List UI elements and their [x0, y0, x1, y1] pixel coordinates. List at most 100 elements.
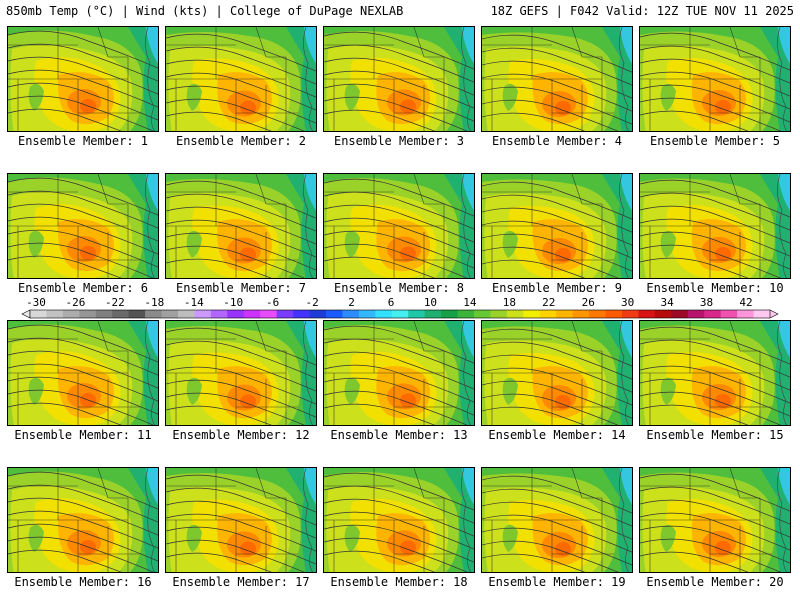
state-boundaries: [324, 27, 456, 131]
coastline: [777, 468, 787, 572]
temperature-field: [482, 27, 632, 131]
ensemble-member-label: Ensemble Member: 14: [488, 428, 626, 442]
coastline: [777, 27, 787, 131]
colorbar-swatch: [704, 310, 722, 318]
coastline: [777, 174, 787, 278]
ensemble-member-label: Ensemble Member: 17: [172, 575, 310, 589]
colorbar-swatch: [194, 310, 212, 318]
isotherm-contours: [640, 473, 790, 572]
temperature-field: [324, 468, 474, 572]
ensemble-member-panel: [165, 173, 317, 279]
ensemble-member-label: Ensemble Member: 10: [646, 281, 784, 295]
ensemble-member-panel: [323, 467, 475, 573]
member-map: [482, 321, 632, 425]
colorbar-swatch: [375, 310, 393, 318]
temperature-field: [640, 27, 790, 131]
member-map: [8, 174, 158, 278]
ensemble-member-label: Ensemble Member: 4: [491, 134, 623, 148]
ensemble-member-panel: [639, 173, 791, 279]
temperature-field: [8, 468, 158, 572]
coastline: [145, 27, 155, 131]
isotherm-contours: [8, 324, 158, 425]
colorbar-swatch: [539, 310, 557, 318]
colorbar-swatch: [95, 310, 113, 318]
colorbar-swatch: [128, 310, 146, 318]
isotherm-contours: [324, 472, 474, 572]
colorbar-swatch: [687, 310, 705, 318]
isotherm-contours: [640, 326, 790, 425]
isotherm-contours: [166, 180, 316, 278]
member-map: [324, 321, 474, 425]
colorbar-swatch: [112, 310, 130, 318]
state-boundaries: [640, 468, 772, 572]
member-map: [8, 468, 158, 572]
colorbar-swatch: [30, 310, 47, 318]
colorbar-tick-label: -26: [66, 296, 86, 309]
colorbar-swatch: [523, 310, 541, 318]
state-boundaries: [324, 468, 456, 572]
temperature-field: [8, 321, 158, 425]
ensemble-member-label: Ensemble Member: 1: [17, 134, 149, 148]
colorbar-tick-label: -22: [105, 296, 125, 309]
colorbar-tick-label: 14: [463, 296, 477, 309]
member-map: [640, 468, 790, 572]
isotherm-contours: [482, 328, 632, 425]
colorbar-tick-label: -14: [184, 296, 204, 309]
colorbar-swatch: [753, 310, 771, 318]
temperature-field: [8, 27, 158, 131]
colorbar-tick-label: 26: [582, 296, 595, 309]
coastline: [303, 174, 313, 278]
ensemble-member-label: Ensemble Member: 9: [491, 281, 623, 295]
coastline: [303, 27, 313, 131]
colorbar-swatch: [457, 310, 475, 318]
ensemble-member-label: Ensemble Member: 19: [488, 575, 626, 589]
colorbar-swatch: [720, 310, 738, 318]
temperature-field: [166, 468, 316, 572]
ensemble-member-panel: [7, 173, 159, 279]
colorbar-swatch: [243, 310, 261, 318]
colorbar-tick-label: 22: [542, 296, 555, 309]
isotherm-contours: [324, 325, 474, 425]
colorbar-swatch: [638, 310, 656, 318]
isotherm-contours: [166, 474, 316, 572]
coastline: [461, 27, 471, 131]
ensemble-member-panel: [481, 320, 633, 426]
ensemble-member-panel: [165, 320, 317, 426]
colorbar-tick-label: 18: [503, 296, 516, 309]
coastline: [145, 174, 155, 278]
colorbar-swatch: [276, 310, 294, 318]
ensemble-member-label: Ensemble Member: 11: [14, 428, 152, 442]
ensemble-member-panel: [639, 26, 791, 132]
member-map: [640, 27, 790, 131]
ensemble-member-panel: [165, 26, 317, 132]
ensemble-member-label: Ensemble Member: 8: [333, 281, 465, 295]
colorbar-swatch: [342, 310, 360, 318]
colorbar-swatch: [46, 310, 64, 318]
colorbar-swatch: [589, 310, 606, 318]
colorbar-swatch: [227, 310, 245, 318]
colorbar-tick-label: 2: [348, 296, 355, 309]
colorbar-left-arrow: [21, 309, 31, 319]
member-map: [166, 27, 316, 131]
isotherm-contours: [166, 33, 316, 131]
colorbar-swatch: [737, 310, 754, 318]
ensemble-member-panel: [165, 467, 317, 573]
colorbar-swatch: [260, 310, 278, 318]
colorbar-swatch: [654, 310, 672, 318]
member-map: [324, 27, 474, 131]
colorbar-swatch: [506, 310, 524, 318]
member-map: [8, 27, 158, 131]
colorbar-swatch: [556, 310, 574, 318]
isotherm-contours: [166, 327, 316, 425]
colorbar-swatch: [391, 310, 409, 318]
temperature-field: [482, 321, 632, 425]
temperature-field: [482, 468, 632, 572]
state-boundaries: [640, 321, 772, 425]
colorbar-swatch: [474, 310, 491, 318]
state-boundaries: [640, 174, 772, 278]
state-boundaries: [8, 321, 140, 425]
colorbar-tick-label: 30: [621, 296, 634, 309]
coastline: [619, 174, 629, 278]
coastline: [461, 174, 471, 278]
ensemble-member-panel: [7, 320, 159, 426]
